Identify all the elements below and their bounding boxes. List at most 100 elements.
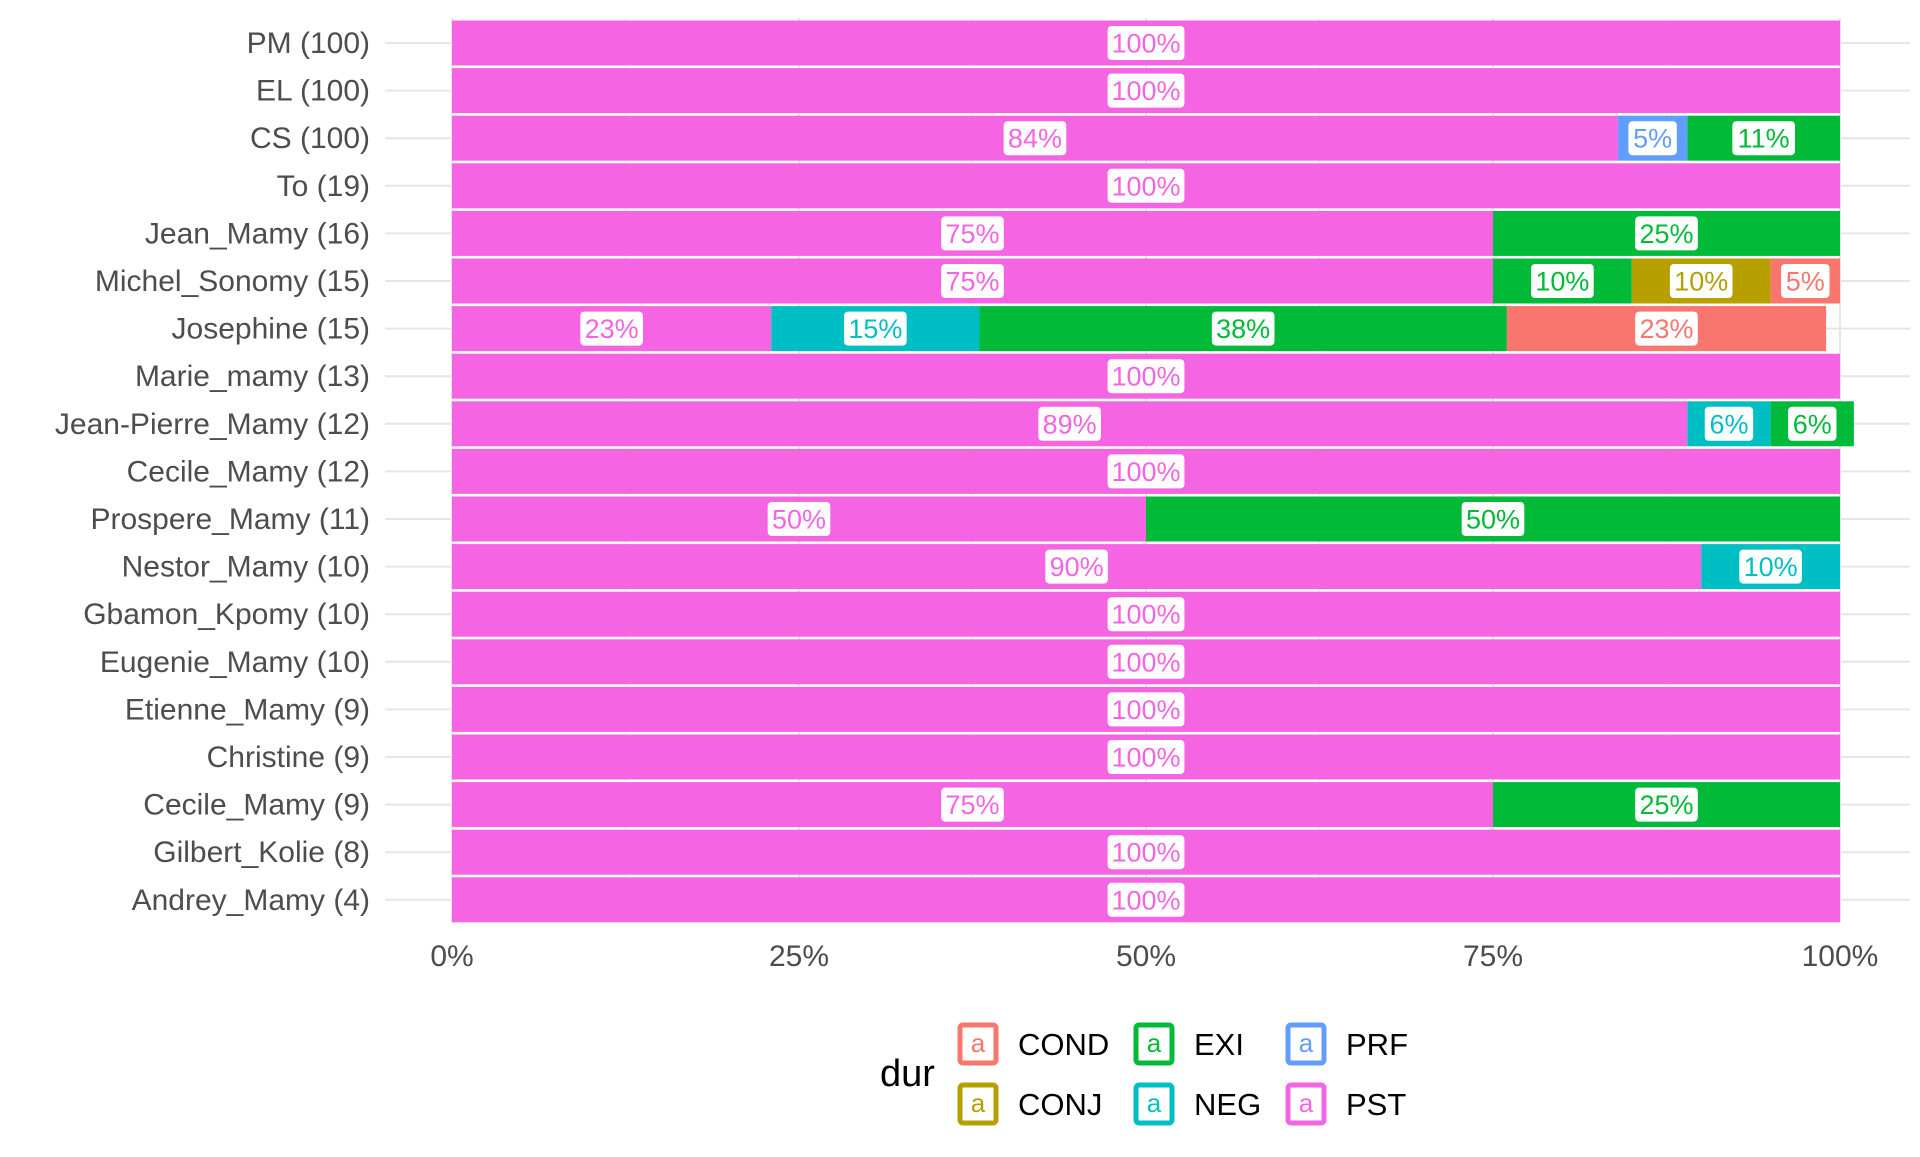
data-label-text: 75% (945, 790, 999, 820)
legend-label: EXI (1194, 1027, 1244, 1062)
y-tick-label: CS (100) (250, 122, 370, 155)
data-label-text: 75% (945, 219, 999, 249)
legend-key-glyph: a (971, 1088, 986, 1118)
data-label-box (1107, 644, 1185, 679)
legend-key (1133, 1022, 1175, 1066)
data-label-exi: 10% (1531, 264, 1594, 298)
data-label-pst: 84% (1003, 121, 1067, 156)
data-label-box (1732, 121, 1795, 156)
data-label-text: 6% (1709, 409, 1748, 439)
data-label-box (1107, 168, 1185, 203)
y-tick-label: Gbamon_Kpomy (10) (83, 598, 370, 631)
y-tick-label: Eugenie_Mamy (10) (100, 646, 370, 679)
data-label-pst: 75% (941, 787, 1004, 822)
legend-item-pst: a PST (1285, 1082, 1406, 1126)
data-label-box (1107, 359, 1185, 394)
data-label-pst: 75% (941, 216, 1004, 251)
data-label-box (1635, 311, 1698, 346)
legend-label: PST (1346, 1087, 1406, 1122)
legend-key (1285, 1082, 1327, 1126)
legend-item-conj: a CONJ (957, 1082, 1102, 1126)
x-tick-label: 25% (769, 940, 829, 973)
data-label-box (941, 787, 1004, 822)
legend-item-prf: a PRF (1285, 1022, 1408, 1066)
y-tick-label: Nestor_Mamy (10) (122, 551, 370, 584)
y-tick-label: Prospere_Mamy (11) (90, 503, 370, 536)
data-label-pst: 23% (580, 311, 643, 346)
data-label-text: 89% (1043, 409, 1097, 439)
legend-key (1285, 1022, 1327, 1066)
legend-key-glyph: a (1147, 1088, 1162, 1118)
data-label-text: 100% (1111, 29, 1180, 59)
data-label-text: 100% (1111, 838, 1180, 868)
data-label-box (1211, 311, 1275, 346)
data-label-box (941, 216, 1004, 251)
data-label-text: 100% (1111, 457, 1180, 487)
data-label-text: 100% (1111, 885, 1180, 915)
data-label-box (1635, 216, 1698, 251)
data-label-box (1107, 835, 1185, 870)
x-tick-label: 50% (1116, 940, 1176, 973)
y-tick-label: Gilbert_Kolie (8) (153, 836, 370, 869)
data-label-box (1107, 692, 1185, 727)
data-label-pst: 100% (1107, 882, 1185, 917)
data-label-pst: 100% (1107, 597, 1185, 632)
data-label-text: 23% (1639, 314, 1693, 344)
data-label-exi: 11% (1732, 121, 1795, 156)
data-label-text: 25% (1639, 219, 1693, 249)
data-label-text: 5% (1633, 124, 1672, 154)
data-label-pst: 75% (941, 264, 1004, 298)
y-tick-label: Andrey_Mamy (4) (132, 884, 370, 917)
legend-item-cond: a COND (957, 1022, 1109, 1066)
data-label-box (1107, 26, 1185, 60)
data-label-pst: 100% (1107, 835, 1185, 870)
legend-label: PRF (1346, 1027, 1408, 1062)
data-label-text: 23% (585, 314, 639, 344)
y-tick-label: Michel_Sonomy (15) (95, 265, 370, 298)
data-labels: 100% 100% 84% 5% 11% 100% 75% 25% 75% 10% 10% 5% 23%… (580, 26, 1837, 917)
legend-label: NEG (1194, 1087, 1261, 1122)
data-label-exi: 25% (1635, 216, 1698, 251)
data-label-text: 90% (1050, 552, 1104, 582)
y-tick-label: Jean-Pierre_Mamy (12) (55, 408, 370, 441)
data-label-box (767, 502, 831, 536)
data-label-pst: 50% (767, 502, 831, 536)
data-label-text: 10% (1744, 552, 1798, 582)
y-tick-label: Etienne_Mamy (9) (125, 693, 370, 726)
data-label-text: 84% (1008, 124, 1062, 154)
y-tick-label: Josephine (15) (172, 313, 370, 346)
data-label-box (1628, 121, 1677, 156)
legend-item-neg: a NEG (1133, 1082, 1261, 1126)
data-label-box (580, 311, 643, 346)
y-tick-label: Jean_Mamy (16) (145, 217, 370, 250)
data-label-pst: 100% (1107, 644, 1185, 679)
data-label-neg: 10% (1739, 549, 1802, 584)
data-label-box (844, 311, 907, 346)
data-label-box (1461, 502, 1525, 536)
data-label-cond: 23% (1635, 311, 1698, 346)
x-tick-label: 0% (430, 940, 473, 973)
data-label-text: 11% (1738, 124, 1790, 154)
data-label-text: 50% (772, 505, 826, 535)
data-label-box (1107, 597, 1185, 632)
data-label-box (1704, 406, 1754, 441)
data-label-box (1788, 406, 1837, 441)
data-label-box (1781, 264, 1830, 298)
legend-key-glyph: a (1299, 1028, 1314, 1058)
x-tick-label: 75% (1463, 940, 1523, 973)
data-label-text: 100% (1111, 600, 1180, 630)
data-label-box (1003, 121, 1067, 156)
data-label-neg: 6% (1704, 406, 1754, 441)
data-label-text: 75% (945, 267, 999, 297)
data-label-text: 25% (1639, 790, 1693, 820)
data-label-box (1739, 549, 1802, 584)
y-tick-label: Marie_mamy (13) (135, 360, 370, 393)
data-label-box (1669, 264, 1733, 298)
data-label-text: 100% (1111, 695, 1180, 725)
y-tick-label: To (19) (277, 170, 370, 203)
y-tick-label: PM (100) (247, 27, 370, 60)
data-label-exi: 25% (1635, 787, 1698, 822)
legend-key-glyph: a (1147, 1028, 1162, 1058)
data-label-box (1107, 882, 1185, 917)
